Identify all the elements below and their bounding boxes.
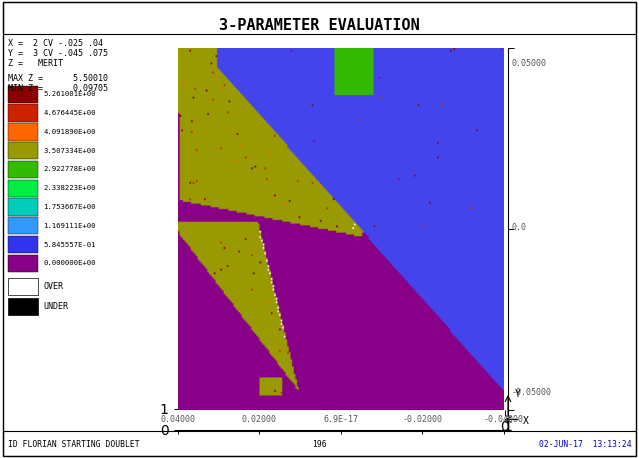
- Text: -0.05000: -0.05000: [511, 388, 551, 397]
- Text: 02-JUN-17  13:13:24: 02-JUN-17 13:13:24: [539, 440, 631, 449]
- Text: 0.0: 0.0: [511, 223, 526, 232]
- Text: 2.922778E+00: 2.922778E+00: [43, 166, 96, 173]
- Text: 3.507334E+00: 3.507334E+00: [43, 147, 96, 154]
- Text: Y =  3 CV -.045 .075: Y = 3 CV -.045 .075: [8, 49, 107, 58]
- Text: ID FLORIAN STARTING DOUBLET: ID FLORIAN STARTING DOUBLET: [8, 440, 139, 449]
- Text: UNDER: UNDER: [43, 302, 68, 311]
- Text: 4.676445E+00: 4.676445E+00: [43, 110, 96, 116]
- Text: 1.169111E+00: 1.169111E+00: [43, 223, 96, 229]
- Text: 196: 196: [312, 440, 327, 449]
- Text: MIN Z =      0.09705: MIN Z = 0.09705: [8, 84, 107, 93]
- Text: 0.04000: 0.04000: [160, 415, 195, 425]
- Text: 2.338223E+00: 2.338223E+00: [43, 185, 96, 191]
- Text: 6.9E-17: 6.9E-17: [323, 415, 358, 425]
- Text: 0.05000: 0.05000: [511, 59, 546, 68]
- Text: MAX Z =      5.50010: MAX Z = 5.50010: [8, 74, 107, 83]
- Text: 5.261001E+00: 5.261001E+00: [43, 91, 96, 98]
- Text: -0.02000: -0.02000: [402, 415, 442, 425]
- Text: -0.04000: -0.04000: [484, 415, 523, 425]
- Text: 5.845557E-01: 5.845557E-01: [43, 241, 96, 248]
- Text: 1.753667E+00: 1.753667E+00: [43, 204, 96, 210]
- Text: Y: Y: [514, 389, 521, 399]
- Text: Z =   MERIT: Z = MERIT: [8, 59, 63, 68]
- Text: 3-PARAMETER EVALUATION: 3-PARAMETER EVALUATION: [219, 18, 420, 33]
- Text: X =  2 CV -.025 .04: X = 2 CV -.025 .04: [8, 39, 103, 48]
- Text: OVER: OVER: [43, 282, 63, 291]
- Text: X: X: [523, 416, 529, 425]
- Text: 0.000000E+00: 0.000000E+00: [43, 260, 96, 267]
- Text: 0.02000: 0.02000: [242, 415, 277, 425]
- Text: 4.091890E+00: 4.091890E+00: [43, 129, 96, 135]
